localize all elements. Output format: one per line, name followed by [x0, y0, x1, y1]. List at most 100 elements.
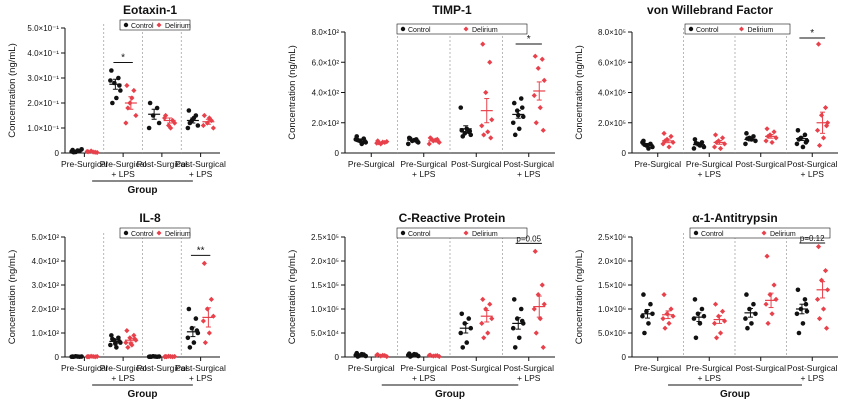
- data-point-delirium: [123, 340, 129, 346]
- data-point-delirium: [771, 282, 777, 288]
- data-point-control: [745, 325, 750, 331]
- y-tick-label: 4.0×10⁻¹: [27, 49, 59, 58]
- legend-delirium-marker: [156, 230, 162, 236]
- data-point-control: [460, 134, 466, 139]
- data-point-control: [187, 120, 193, 126]
- data-point-control: [514, 316, 520, 321]
- data-point-delirium: [540, 127, 546, 133]
- legend-control-label: Control: [696, 27, 719, 34]
- data-point-control: [116, 335, 121, 341]
- x-tick-label: Pre-Surgical: [400, 159, 447, 169]
- data-point-delirium: [123, 120, 129, 126]
- significance-label: **: [197, 245, 205, 256]
- x-tick-label: Pre-Surgical: [400, 363, 447, 373]
- y-axis-label: Concentration (ng/mL): [287, 250, 298, 345]
- x-tick-label: Pre-Surgical: [100, 363, 147, 373]
- data-point-control: [186, 108, 192, 113]
- series-delirium: [374, 41, 547, 147]
- data-point-delirium: [168, 125, 174, 131]
- legend-delirium-label: Delirium: [770, 231, 796, 238]
- data-point-control: [646, 321, 651, 326]
- data-point-control: [147, 100, 153, 106]
- data-point-delirium: [162, 115, 168, 121]
- y-tick-label: 5.0×10⁻¹: [27, 24, 59, 33]
- data-point-control: [800, 321, 806, 326]
- significance-label: p=0.12: [800, 234, 825, 243]
- legend-box: [396, 227, 528, 239]
- data-point-delirium: [94, 149, 100, 156]
- y-tick-label: 1.0×10⁶: [598, 305, 626, 314]
- data-point-delirium: [660, 316, 666, 322]
- x-tick-label: Post-Surgical: [175, 363, 226, 373]
- data-point-delirium: [208, 296, 214, 302]
- chart-title: α-1-Antitrypsin: [692, 211, 777, 225]
- data-point-control: [458, 330, 464, 336]
- y-tick-label: 6.0×10⁵: [598, 58, 626, 67]
- legend: Control Delirium: [684, 23, 791, 35]
- data-point-control: [518, 306, 524, 312]
- series-control: [69, 68, 201, 155]
- x-axis-label: Group: [720, 389, 750, 400]
- y-tick-label: 2.5×10⁵: [311, 233, 339, 242]
- x-tick-label: Pre-Surgical: [686, 159, 733, 169]
- legend-delirium-label: Delirium: [748, 27, 774, 34]
- x-tick-label: + LPS: [517, 169, 541, 179]
- data-point-delirium: [823, 325, 830, 331]
- data-point-delirium: [670, 313, 676, 319]
- legend-control-marker: [123, 22, 129, 28]
- data-point-control: [516, 126, 522, 132]
- chart-panel-1: Eotaxin-1 Concentration (ng/mL) 0 1.0×10⁻¹ 2…: [7, 3, 226, 196]
- data-point-delirium: [541, 301, 547, 307]
- data-point-delirium: [531, 92, 537, 99]
- x-tick-label: Post-Surgical: [503, 159, 554, 169]
- legend: Control Delirium: [119, 227, 191, 239]
- data-point-control: [699, 306, 705, 312]
- y-tick-label: 8.0×10⁵: [598, 28, 626, 37]
- data-point-control: [802, 297, 808, 302]
- legend-control-label: Control: [408, 231, 431, 238]
- y-tick-label: 0: [335, 149, 340, 158]
- y-axis-label: Concentration (ng/mL): [287, 45, 298, 140]
- data-point-delirium: [480, 41, 486, 47]
- legend-delirium-marker: [761, 230, 767, 236]
- data-point-delirium: [540, 344, 546, 350]
- legend: Control Delirium: [396, 23, 528, 35]
- chart-panel-3: von Willebrand Factor Concentration (ng/m…: [574, 3, 838, 179]
- data-point-delirium: [717, 145, 724, 152]
- data-point-delirium: [763, 138, 769, 144]
- x-tick-label: + LPS: [412, 169, 436, 179]
- data-point-delirium: [481, 132, 487, 138]
- data-point-control: [187, 345, 193, 350]
- data-point-delirium: [662, 325, 668, 331]
- y-tick-label: 1.0×10⁵: [311, 305, 339, 314]
- x-tick-label: Post-Surgical: [175, 159, 226, 169]
- data-point-delirium: [771, 129, 777, 135]
- y-axis-label: Concentration (ng/mL): [574, 45, 585, 140]
- x-tick-label: Pre-Surgical: [634, 363, 681, 373]
- data-point-delirium: [773, 296, 779, 302]
- data-point-delirium: [489, 117, 495, 123]
- series-control: [69, 306, 201, 360]
- data-point-control: [701, 144, 707, 150]
- significance-label: p=0.05: [516, 234, 541, 243]
- chart-title: TIMP-1: [432, 3, 472, 17]
- significance-label: *: [121, 53, 125, 64]
- data-point-delirium: [129, 95, 135, 101]
- data-point-delirium: [719, 308, 726, 314]
- chart-title: IL-8: [139, 211, 161, 225]
- x-tick-label: + LPS: [517, 373, 541, 383]
- y-tick-label: 5.0×10⁴: [311, 329, 340, 338]
- data-point-control: [110, 100, 115, 106]
- data-point-delirium: [204, 120, 210, 126]
- data-point-delirium: [668, 133, 674, 139]
- data-point-control: [191, 340, 197, 345]
- data-point-control: [795, 128, 801, 133]
- data-point-control: [363, 353, 369, 359]
- data-point-delirium: [816, 316, 823, 322]
- y-tick-label: 5.0×10⁵: [598, 329, 626, 338]
- data-point-delirium: [764, 126, 770, 132]
- data-point-control: [186, 306, 192, 312]
- data-point-control: [518, 96, 524, 101]
- data-point-control: [795, 287, 801, 293]
- legend-control-marker: [123, 230, 129, 236]
